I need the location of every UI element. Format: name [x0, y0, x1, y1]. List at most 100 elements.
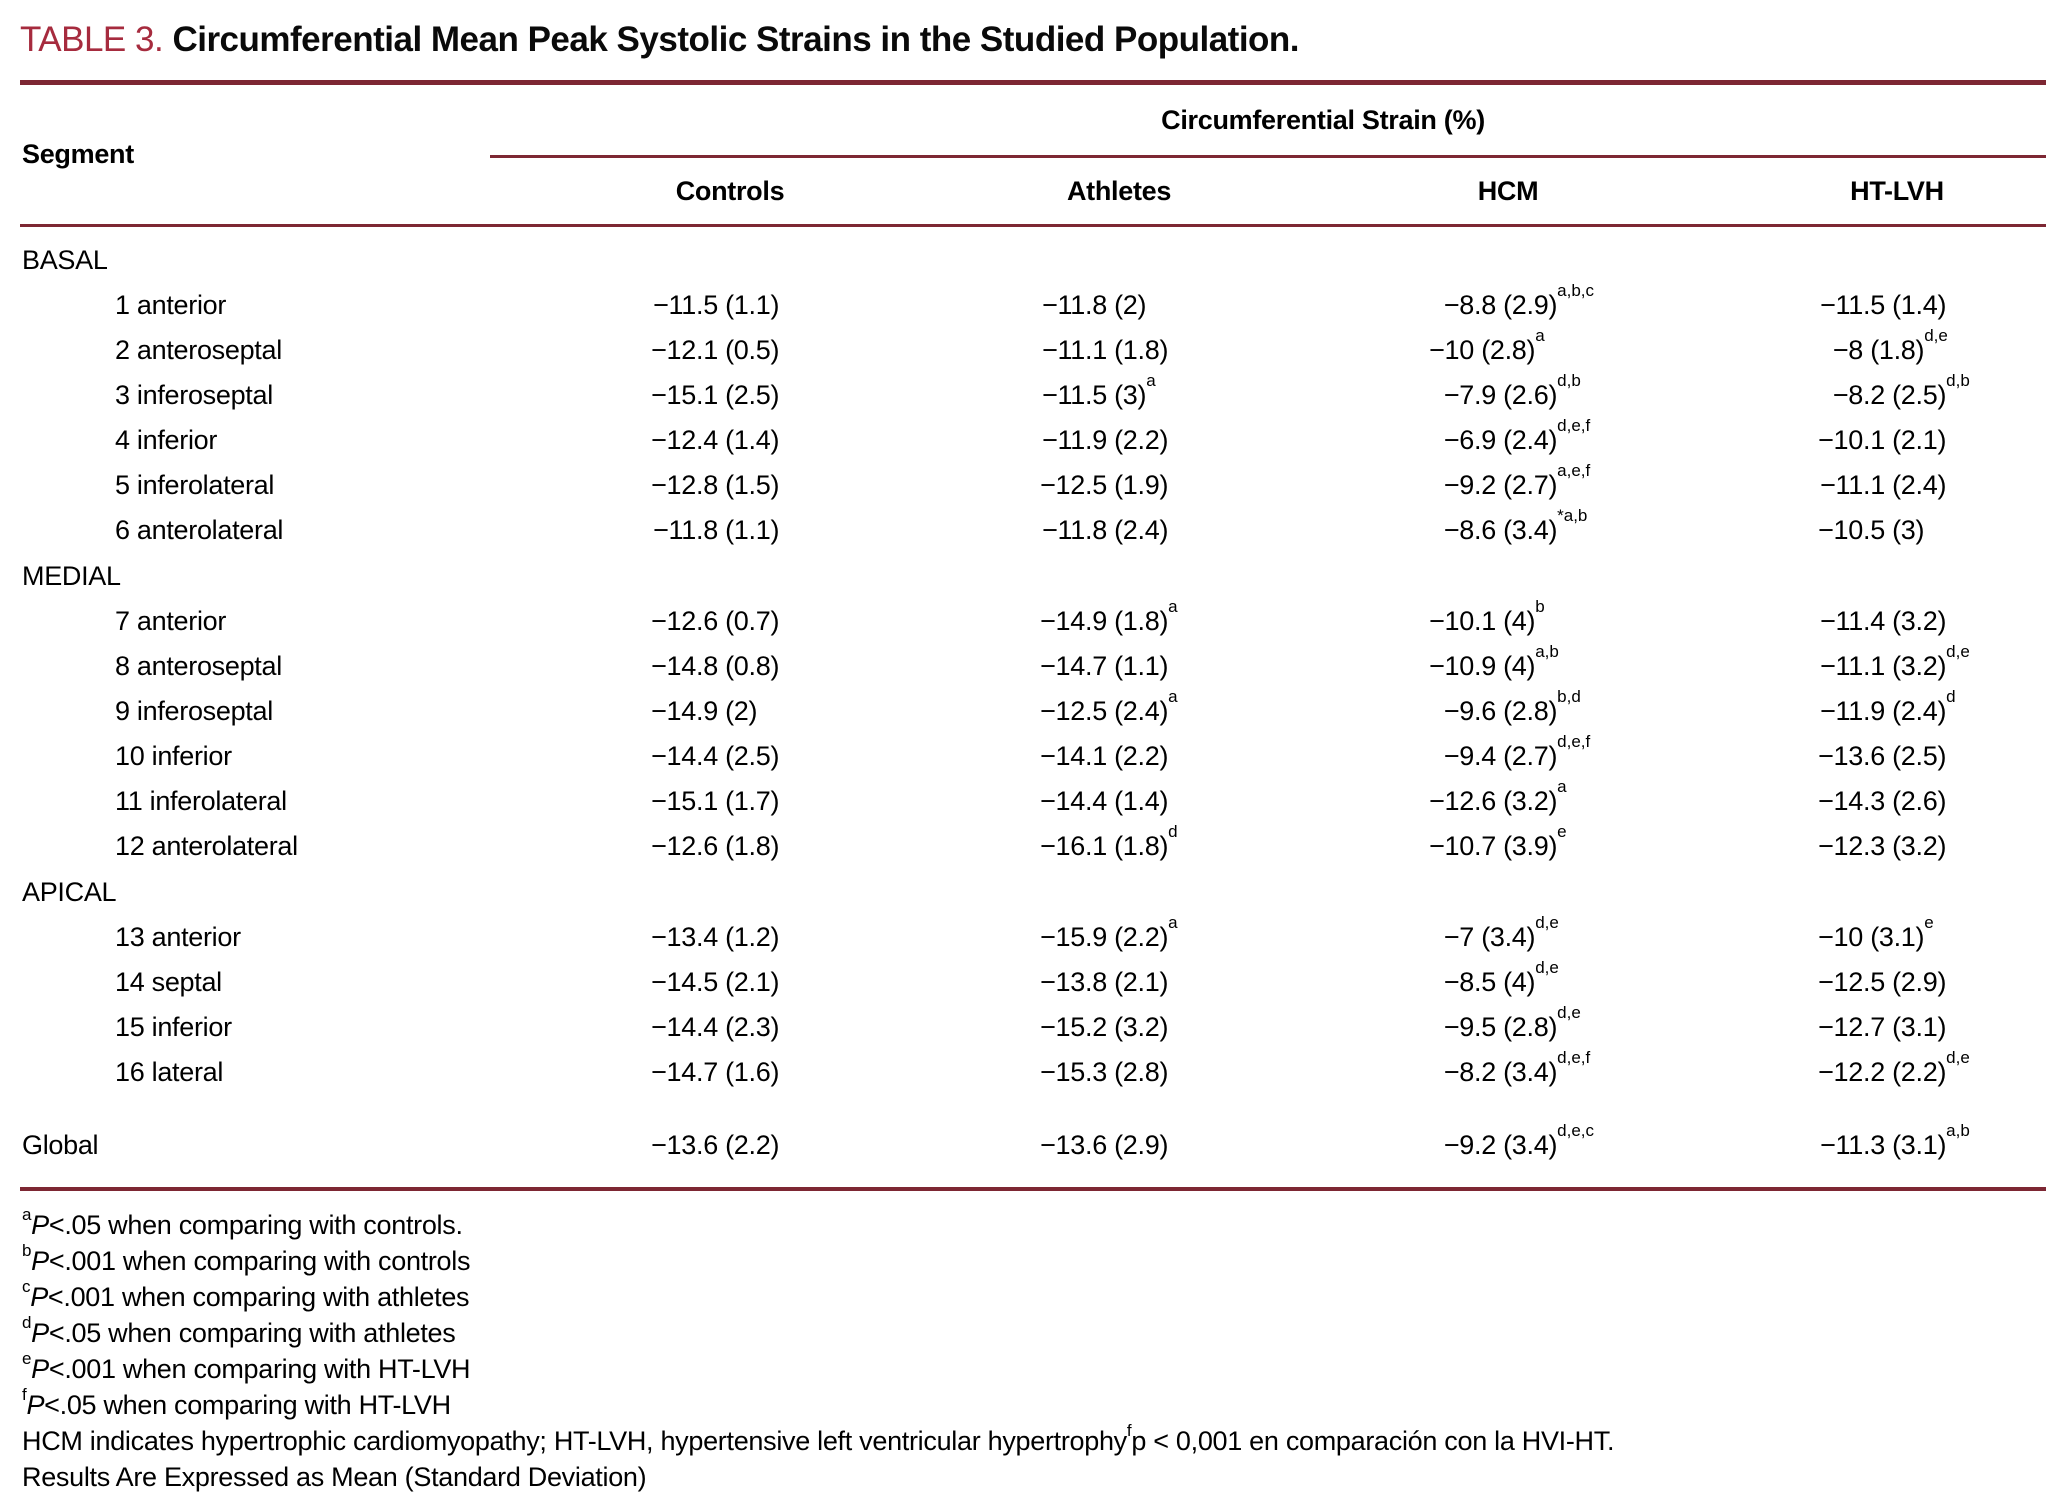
segment-cell: 5 inferolateral	[115, 470, 275, 500]
segment-cell: 13 anterior	[115, 922, 241, 952]
value-rest: .2 (2.7)	[1474, 470, 1558, 500]
value-rest: .1 (2.5)	[696, 380, 780, 410]
column-header: HT-LVH	[1657, 156, 2047, 227]
value-cell: −6.9 (2.4)d,e,f	[1268, 417, 1657, 463]
value-cell: −11.5 (1.1)	[490, 283, 879, 328]
segment-cell: 9 inferoseptal	[115, 696, 273, 726]
value-cell: −13.4 (1.2)	[490, 915, 879, 960]
footnote-marker: c	[22, 1277, 31, 1296]
segment-cell: 10 inferior	[115, 741, 232, 771]
value-integer: −12	[1818, 831, 1863, 861]
value-integer: −12	[651, 606, 696, 636]
value-rest: .9 (2.6)	[1474, 380, 1558, 410]
significance-superscript: d,e	[1535, 958, 1559, 977]
value-rest: .5 (2.1)	[696, 967, 780, 997]
value-cell: −12.2 (2.2)d,e	[1657, 1049, 2046, 1095]
value-integer: −13	[651, 922, 696, 952]
table-title-text: Circumferential Mean Peak Systolic Strai…	[172, 20, 1300, 59]
significance-superscript: d,b	[1557, 371, 1581, 390]
value-cell: −13.8 (2.1)	[879, 960, 1268, 1005]
value-rest: .1 (3.2)	[1863, 651, 1947, 681]
value-cell: −11.3 (3.1)a,b	[1657, 1095, 2046, 1189]
significance-superscript: d,e	[1557, 1003, 1581, 1022]
value-integer: −14	[1040, 786, 1085, 816]
table-row: 9 inferoseptal −14.9 (2) −12.5 (2.4)a −9.6 …	[20, 687, 2046, 734]
value-rest: .1 (2.1)	[1863, 425, 1947, 455]
value-cell: −14.4 (2.3)	[490, 1005, 879, 1050]
value-integer: −14	[651, 1012, 696, 1042]
value-cell: −14.9 (1.8)a	[879, 598, 1268, 644]
value-cell: −11.9 (2.4)d	[1657, 688, 2046, 734]
value-integer: −13	[1818, 741, 1863, 771]
segment-cell: 1 anterior	[115, 290, 227, 320]
value-rest: .5 (1.1)	[696, 290, 780, 320]
value-cell: −12.3 (3.2)	[1657, 824, 2046, 869]
value-cell: −14.4 (2.5)	[490, 734, 879, 779]
value-rest: .1 (2.4)	[1863, 470, 1947, 500]
table-header: Segment Circumferential Strain (%) Contr…	[20, 82, 2047, 227]
value-integer: −10	[1429, 335, 1474, 365]
value-integer: −11	[1042, 425, 1085, 455]
value-cell: −14.1 (2.2)	[879, 734, 1268, 779]
value-cell: −11.4 (3.2)	[1657, 599, 2046, 644]
table-row: 2 anteroseptal −12.1 (0.5) −11.1 (1.8) −10 …	[20, 326, 2046, 373]
note-footnote: Results Are Expressed as Mean (Standard …	[22, 1459, 2046, 1495]
footnote-marker: f	[1126, 1421, 1132, 1440]
value-integer: −10	[1818, 425, 1863, 455]
column-header: HCM	[1268, 156, 1657, 227]
value-integer: −15	[651, 786, 696, 816]
value-cell: −14.7 (1.1)	[879, 644, 1268, 689]
footnote-text: HCM indicates hypertrophic cardiomyopath…	[22, 1426, 1127, 1456]
value-cell: −9.2 (3.4)d,e,c	[1268, 1095, 1657, 1189]
value-rest: .5 (2.4)	[1085, 696, 1169, 726]
section-row: APICAL	[20, 869, 2046, 915]
value-cell: −11.8 (2)	[879, 283, 1268, 328]
value-rest: (3.4)	[1474, 922, 1536, 952]
section-row: MEDIAL	[20, 553, 2046, 599]
value-cell: −10.7 (3.9)e	[1268, 823, 1657, 869]
table-caption: TABLE 3. Circumferential Mean Peak Systo…	[20, 20, 2046, 60]
table-row: 14 septal −14.5 (2.1) −13.8 (2.1) −8.5 (4)d…	[20, 958, 2046, 1005]
segment-cell: 12 anterolateral	[115, 831, 298, 861]
table-row: 15 inferior −14.4 (2.3) −15.2 (3.2) −9.5 (2…	[20, 1003, 2046, 1050]
value-cell: −10.9 (4)a,b	[1268, 642, 1657, 689]
value-cell: −13.6 (2.5)	[1657, 734, 2046, 779]
value-cell: −8.2 (3.4)d,e,f	[1268, 1049, 1657, 1095]
value-integer: −11	[1820, 606, 1863, 636]
value-rest: .1 (1.8)	[1085, 831, 1169, 861]
value-rest: (1.8)	[1863, 335, 1925, 365]
table-number-label: TABLE 3.	[20, 20, 164, 59]
section-label: APICAL	[22, 876, 117, 907]
value-cell: −12.6 (1.8)	[490, 824, 879, 869]
column-header: Athletes	[879, 156, 1268, 227]
value-rest: .6 (3.4)	[1474, 515, 1558, 545]
value-integer: −8	[1443, 515, 1474, 545]
significance-footnote: dP<.05 when comparing with athletes	[22, 1314, 2046, 1351]
value-cell: −14.7 (1.6)	[490, 1050, 879, 1095]
table-row: 5 inferolateral −12.8 (1.5) −12.5 (1.9) −9.…	[20, 462, 2046, 508]
significance-superscript: b,d	[1557, 687, 1581, 706]
significance-superscript: a	[1535, 326, 1545, 345]
value-cell: −10 (2.8)a	[1268, 326, 1657, 373]
value-integer: −15	[1040, 1012, 1085, 1042]
value-cell: −15.1 (1.7)	[490, 779, 879, 824]
significance-superscript: a,b	[1535, 642, 1559, 661]
note-footnote: HCM indicates hypertrophic cardiomyopath…	[22, 1421, 2046, 1459]
footnote-p: P	[26, 1390, 45, 1420]
footnote-marker: a	[22, 1205, 32, 1224]
footnote-text: <.05 when comparing with controls.	[48, 1210, 463, 1240]
value-integer: −7	[1443, 380, 1474, 410]
footnote-text: <.001 when comparing with HT-LVH	[48, 1354, 471, 1384]
value-integer: −12	[1818, 967, 1863, 997]
value-integer: −11	[1820, 1129, 1863, 1160]
value-integer: −15	[1040, 1057, 1085, 1087]
value-cell: −12.5 (2.4)a	[879, 688, 1268, 734]
segment-cell: 16 lateral	[115, 1057, 224, 1087]
value-rest: .2 (2.2)	[1863, 1057, 1947, 1087]
value-rest: .5 (1.9)	[1085, 470, 1169, 500]
value-cell: −10.1 (4)b	[1268, 598, 1657, 644]
significance-superscript: a,b	[1946, 1120, 1970, 1140]
value-integer: −14	[651, 1057, 696, 1087]
table-row: 12 anterolateral −12.6 (1.8) −16.1 (1.8)d −…	[20, 823, 2046, 869]
